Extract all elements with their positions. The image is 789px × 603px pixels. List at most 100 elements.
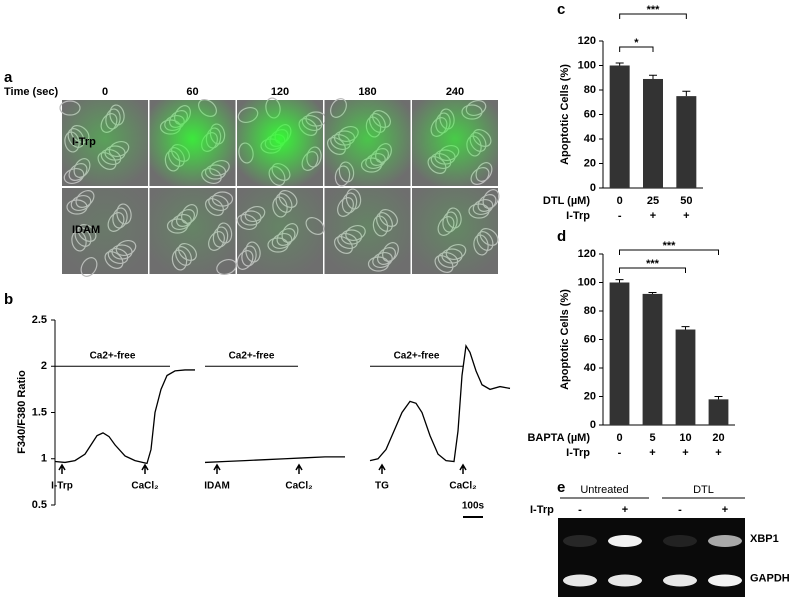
- treatment-label: +: [715, 447, 721, 459]
- time-header: 180: [358, 86, 376, 98]
- scale-label: 100s: [462, 501, 485, 512]
- band: [663, 535, 697, 547]
- significance: ***: [646, 258, 660, 270]
- x-tick-label: 0: [616, 432, 622, 444]
- y-tick-label: 100: [578, 276, 596, 288]
- y-tick-label: 80: [584, 305, 596, 317]
- row-label: DTL (µM): [543, 195, 590, 207]
- time-header: 60: [186, 86, 198, 98]
- x-tick-label: 0: [617, 195, 623, 207]
- trace: [204, 456, 345, 464]
- row-label: BAPTA (µM): [527, 432, 590, 444]
- y-tick-label: 60: [584, 108, 596, 120]
- treatment-label: +: [650, 210, 656, 222]
- arrow: [459, 463, 467, 474]
- y-tick-label: 0: [590, 182, 596, 194]
- row-label: I-Trp: [72, 136, 96, 148]
- y-tick-label: 20: [584, 157, 596, 169]
- treatment-label: -: [618, 447, 622, 459]
- group-label: Untreated: [580, 484, 628, 496]
- band: [563, 535, 597, 547]
- fluorescence: [412, 100, 498, 186]
- y-tick-label: 60: [584, 333, 596, 345]
- marker-label: I-Trp: [51, 481, 73, 492]
- band: [608, 535, 642, 547]
- y-tick-label: 0.5: [32, 499, 47, 511]
- panel-letter: e: [557, 479, 565, 496]
- band: [608, 574, 642, 587]
- treatment-label: +: [683, 210, 689, 222]
- y-tick-label: 2: [41, 360, 47, 372]
- fluorescence: [149, 100, 236, 186]
- band: [663, 574, 697, 587]
- y-tick-label: 80: [584, 84, 596, 96]
- lane-label: -: [578, 504, 582, 516]
- lane-label: +: [722, 504, 728, 516]
- bar: [676, 96, 697, 188]
- marker-label: IDAM: [204, 481, 230, 492]
- row-label: IDAM: [72, 224, 100, 236]
- panel-letter: d: [557, 228, 566, 245]
- significance: ***: [663, 240, 677, 252]
- arrow: [295, 463, 303, 474]
- y-tick-label: 120: [578, 35, 596, 47]
- error-bar: [648, 291, 657, 294]
- band: [708, 574, 742, 587]
- significance: *: [634, 37, 639, 49]
- bar: [609, 282, 630, 425]
- arrow: [58, 463, 66, 474]
- treatment-label: I-Trp: [530, 504, 554, 516]
- significance-bracket: [619, 13, 687, 19]
- x-tick-label: 10: [679, 432, 691, 444]
- arrow: [213, 463, 221, 474]
- y-tick-label: 2.5: [32, 314, 47, 326]
- trace: [54, 369, 195, 465]
- y-tick-label: 1.5: [32, 406, 47, 418]
- panel-letter: c: [557, 1, 565, 18]
- y-axis-label: Apoptotic Cells (%): [559, 64, 571, 165]
- error-bar: [682, 90, 691, 97]
- y-tick-label: 20: [584, 390, 596, 402]
- treatment-label: -: [618, 210, 622, 222]
- y-tick-label: 40: [584, 133, 596, 145]
- marker-label: CaCl₂: [131, 481, 158, 492]
- ca-free-label: Ca2+-free: [90, 351, 136, 362]
- significance: ***: [647, 4, 661, 16]
- y-tick-label: 0: [590, 419, 596, 431]
- x-tick-label: 50: [680, 195, 692, 207]
- bar: [675, 329, 696, 425]
- marker-label: CaCl₂: [285, 481, 312, 492]
- significance-bracket: [619, 267, 686, 273]
- bar: [708, 399, 729, 425]
- significance-bracket: [619, 46, 654, 52]
- row-label: I-Trp: [566, 447, 590, 459]
- trace: [369, 344, 511, 463]
- panel-letter: a: [4, 69, 13, 86]
- lane-label: -: [678, 504, 682, 516]
- treatment-label: +: [682, 447, 688, 459]
- bar: [642, 293, 663, 425]
- fluorescence: [324, 188, 411, 274]
- error-bar: [681, 326, 690, 330]
- y-tick-label: 1: [41, 453, 47, 465]
- error-bar: [714, 396, 723, 400]
- bar: [609, 65, 630, 188]
- arrow: [141, 463, 149, 474]
- error-bar: [649, 74, 657, 79]
- panel-letter: b: [4, 291, 13, 308]
- treatment-label: +: [649, 447, 655, 459]
- fluorescence: [412, 188, 498, 274]
- marker-label: CaCl₂: [449, 481, 476, 492]
- fluorescence: [324, 100, 411, 186]
- x-tick-label: 20: [712, 432, 724, 444]
- error-bar: [615, 62, 624, 66]
- arrow: [378, 463, 386, 474]
- x-tick-label: 5: [649, 432, 655, 444]
- time-label: Time (sec): [4, 86, 59, 98]
- y-axis-label: Apoptotic Cells (%): [559, 289, 571, 390]
- x-tick-label: 25: [647, 195, 659, 207]
- ca-free-label: Ca2+-free: [394, 351, 440, 362]
- y-tick-label: 100: [578, 59, 596, 71]
- marker-label: TG: [375, 481, 389, 492]
